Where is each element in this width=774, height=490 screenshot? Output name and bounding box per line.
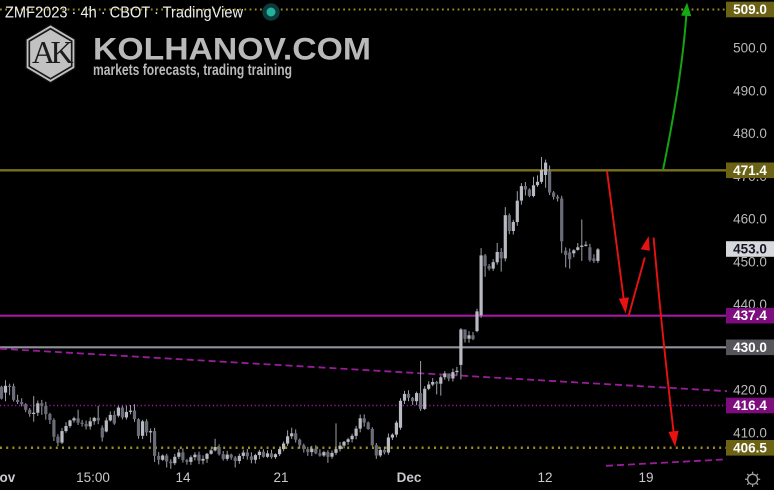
svg-text:Dec: Dec: [397, 470, 422, 485]
svg-text:KOLHANOV.COM: KOLHANOV.COM: [93, 31, 371, 67]
svg-text:460.0: 460.0: [733, 212, 767, 227]
svg-text:ZMF2023 · 4h · CBOT · TradingV: ZMF2023 · 4h · CBOT · TradingView: [5, 4, 244, 21]
svg-text:471.4: 471.4: [733, 163, 767, 178]
svg-text:420.0: 420.0: [733, 383, 767, 398]
svg-text:450.0: 450.0: [733, 254, 767, 269]
svg-text:410.0: 410.0: [733, 425, 767, 440]
svg-text:21: 21: [273, 470, 288, 485]
svg-text:416.4: 416.4: [733, 398, 767, 413]
svg-text:453.0: 453.0: [733, 242, 767, 257]
svg-text:406.5: 406.5: [733, 440, 767, 455]
svg-text:markets forecasts, trading tra: markets forecasts, trading training: [93, 62, 292, 79]
svg-text:AK: AK: [32, 34, 74, 70]
svg-text:480.0: 480.0: [733, 126, 767, 141]
svg-text:19: 19: [638, 470, 653, 485]
svg-text:490.0: 490.0: [733, 83, 767, 98]
svg-text:509.0: 509.0: [733, 2, 767, 17]
svg-text:430.0: 430.0: [733, 340, 767, 355]
svg-text:12: 12: [537, 470, 552, 485]
svg-text:437.4: 437.4: [733, 308, 767, 323]
svg-text:15:00: 15:00: [76, 470, 110, 485]
svg-text:14: 14: [175, 470, 191, 485]
svg-text:Nov: Nov: [0, 470, 16, 485]
svg-text:500.0: 500.0: [733, 41, 767, 56]
